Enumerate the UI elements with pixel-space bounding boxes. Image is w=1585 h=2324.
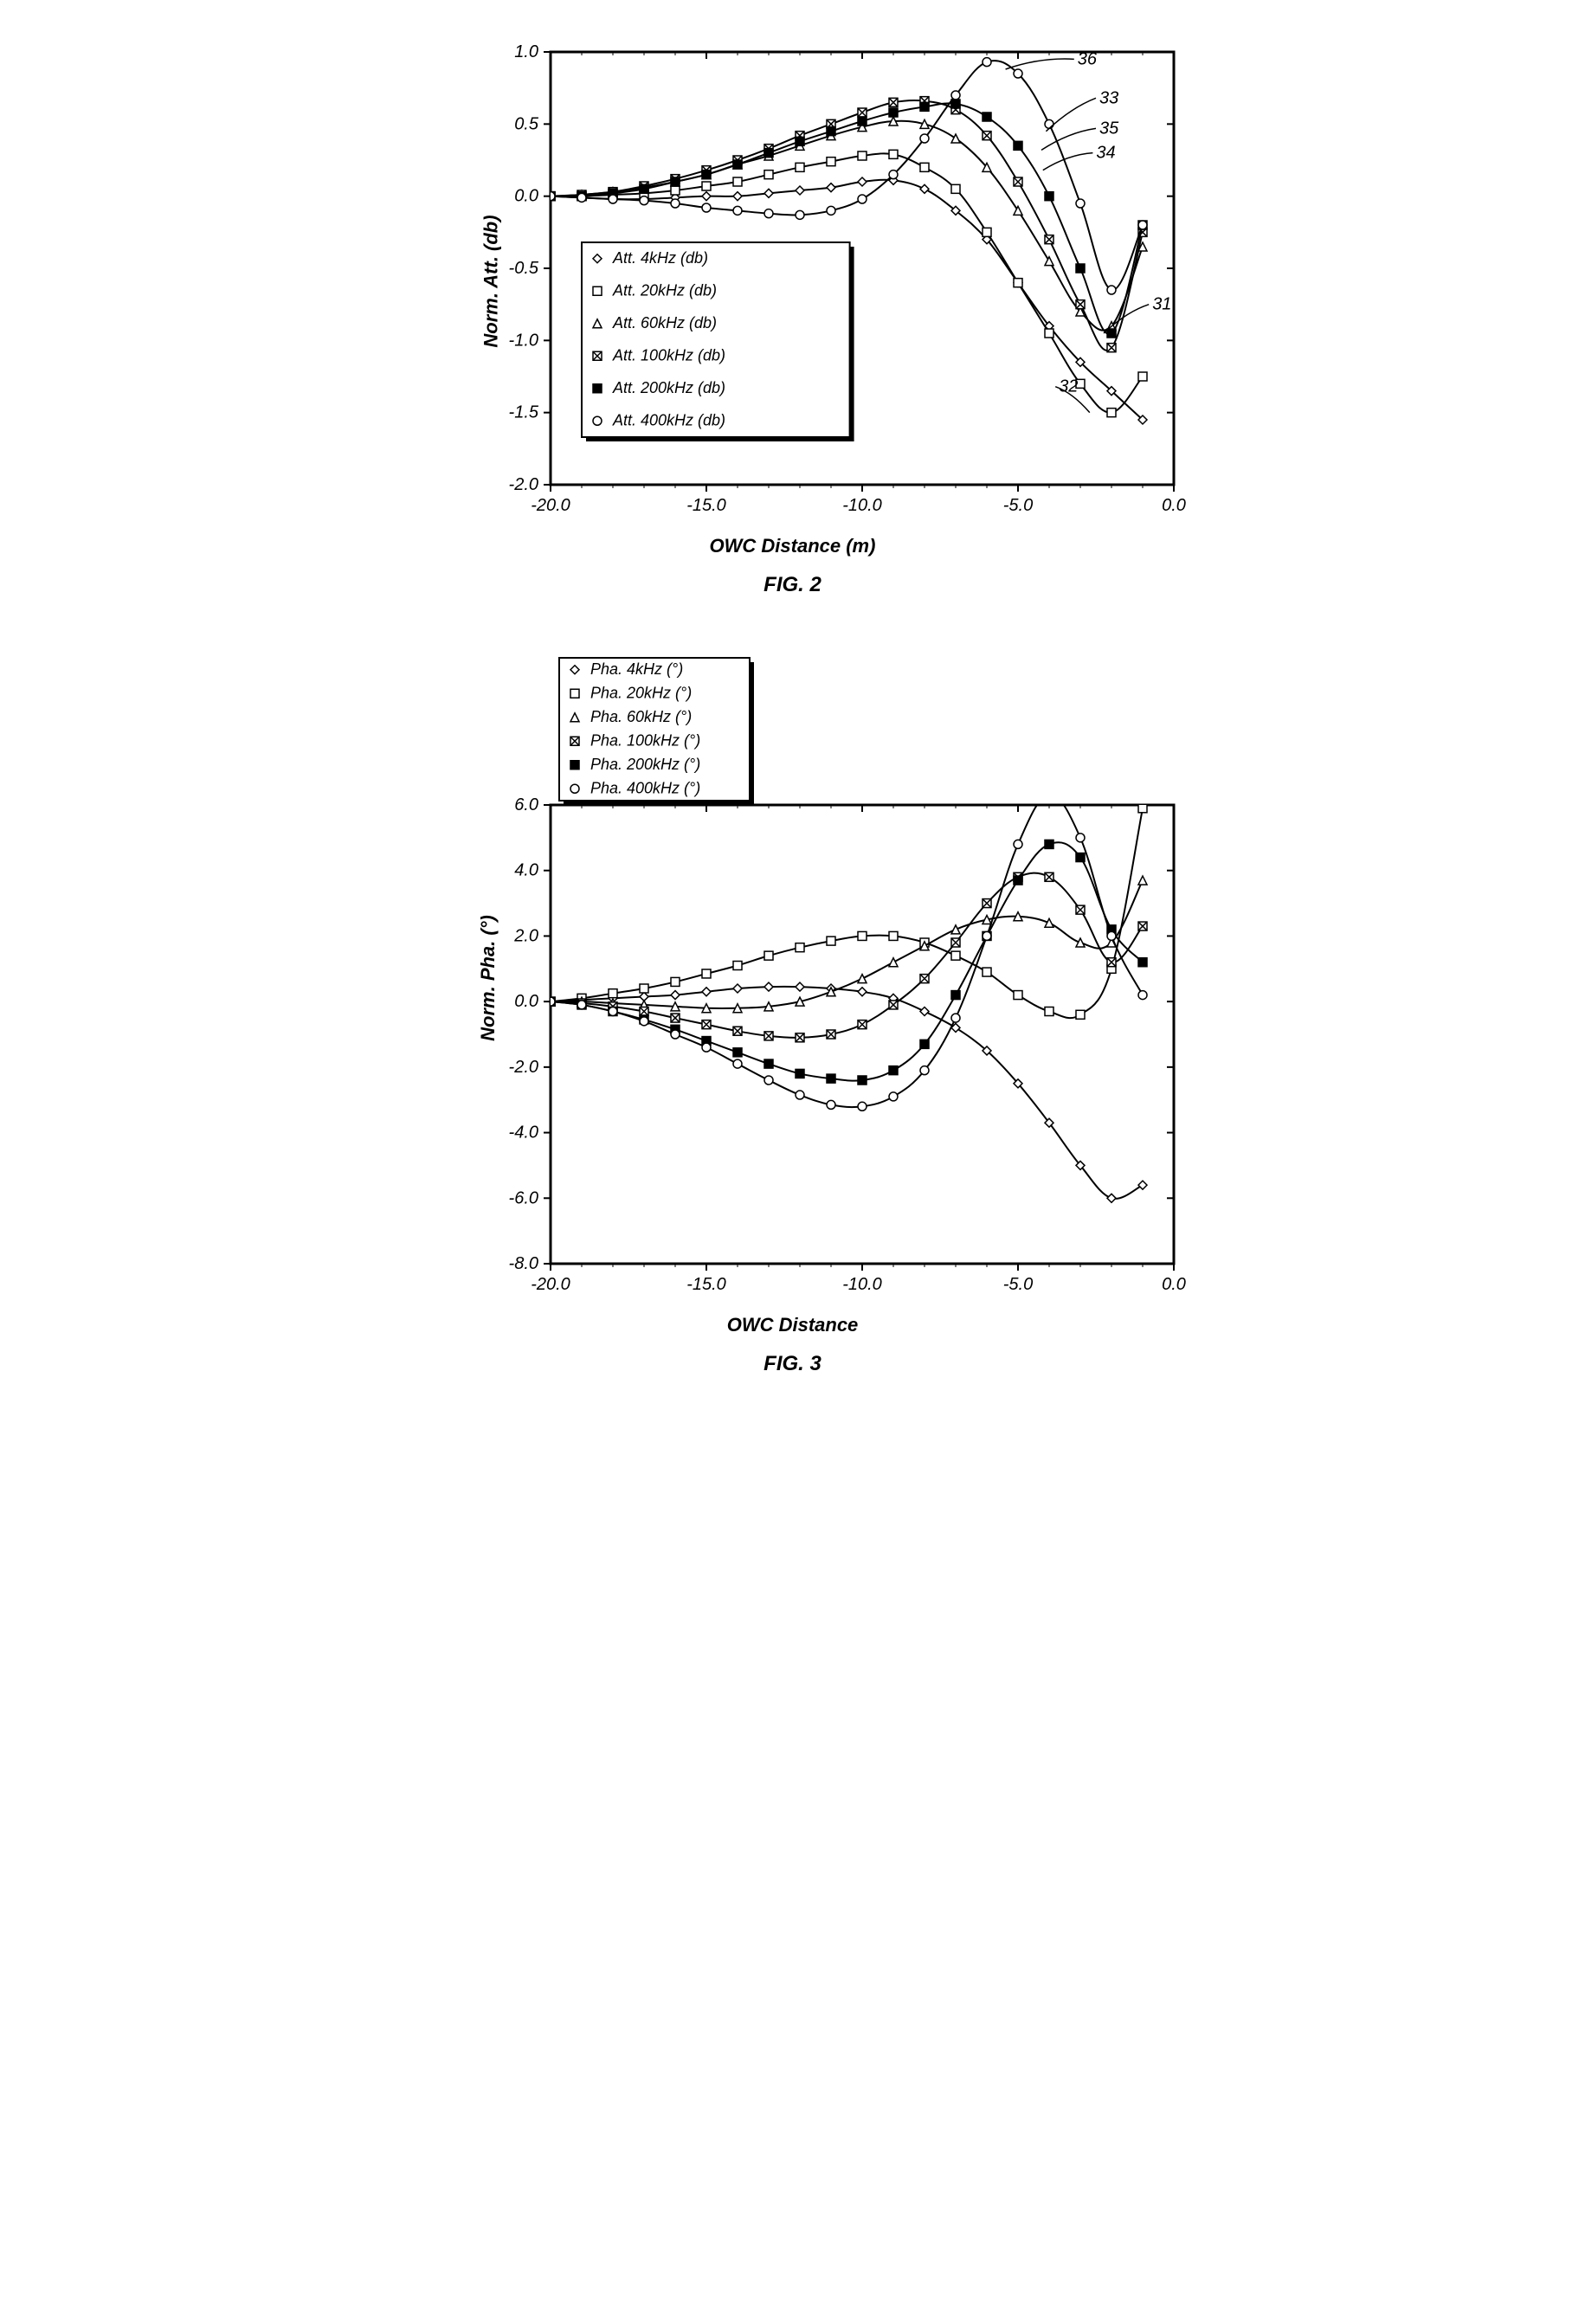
svg-text:Pha. 60kHz (°): Pha. 60kHz (°) — [590, 708, 692, 725]
svg-text:0.0: 0.0 — [1162, 1275, 1186, 1294]
fig3-svg: -20.0 -15.0 -10.0 -5.0 0.0 -8.0 -6.0 -4.0 -2.0 0.… — [490, 649, 1191, 1307]
fig2-caption: FIG. 2 — [403, 573, 1182, 597]
svg-text:-10.0: -10.0 — [842, 1275, 882, 1294]
svg-text:0.0: 0.0 — [1162, 496, 1186, 515]
svg-text:Pha. 20kHz (°): Pha. 20kHz (°) — [590, 684, 692, 701]
svg-text:33: 33 — [1099, 88, 1118, 107]
fig2-chart-wrap: Norm. Att. (db) -20.0-15.0-10.0-5.00.0-2… — [490, 35, 1182, 528]
svg-text:-5.0: -5.0 — [1002, 1275, 1032, 1294]
svg-text:34: 34 — [1096, 144, 1115, 163]
svg-text:-10.0: -10.0 — [842, 496, 882, 515]
svg-text:Att. 4kHz (db): Att. 4kHz (db) — [612, 249, 708, 267]
svg-text:-20.0: -20.0 — [531, 1275, 570, 1294]
svg-text:31: 31 — [1152, 295, 1171, 314]
fig3-xlabel: OWC Distance — [403, 1314, 1182, 1336]
svg-text:32: 32 — [1059, 377, 1078, 396]
svg-text:Pha. 400kHz (°): Pha. 400kHz (°) — [590, 779, 700, 796]
fig3-caption: FIG. 3 — [403, 1352, 1182, 1376]
svg-text:0.5: 0.5 — [514, 114, 539, 133]
svg-text:-1.5: -1.5 — [508, 403, 538, 422]
svg-text:-15.0: -15.0 — [686, 496, 726, 515]
svg-text:0.0: 0.0 — [514, 187, 538, 206]
svg-text:1.0: 1.0 — [514, 42, 538, 61]
fig2-svg: -20.0 -15.0 -10.0 -5.0 0.0 -2.0 -1.5 -1.0 -0.5 0.… — [490, 35, 1191, 528]
svg-text:Pha. 200kHz (°): Pha. 200kHz (°) — [590, 756, 700, 773]
svg-text:0.0: 0.0 — [514, 992, 538, 1011]
svg-text:Pha. 100kHz (°): Pha. 100kHz (°) — [590, 731, 700, 749]
svg-text:-15.0: -15.0 — [686, 1275, 726, 1294]
svg-text:-8.0: -8.0 — [508, 1254, 538, 1273]
svg-text:Att. 400kHz (db): Att. 400kHz (db) — [612, 411, 725, 428]
svg-text:Att. 60kHz (db): Att. 60kHz (db) — [612, 314, 717, 332]
fig2-xlabel: OWC Distance (m) — [403, 535, 1182, 557]
fig3-chart-wrap: Norm. Pha. (°) -20.0-15.0-10.0-5.00.0-8.… — [490, 649, 1182, 1307]
svg-text:35: 35 — [1099, 119, 1119, 138]
svg-text:4.0: 4.0 — [514, 861, 538, 880]
svg-text:-20.0: -20.0 — [531, 496, 570, 515]
svg-text:Att. 100kHz (db): Att. 100kHz (db) — [612, 346, 725, 364]
svg-text:2.0: 2.0 — [513, 926, 538, 945]
fig2-ylabel: Norm. Att. (db) — [480, 215, 502, 347]
figure-2: Norm. Att. (db) -20.0 -15.0 -10.0 -5.0 0.0 -2… — [403, 35, 1182, 597]
svg-text:-1.0: -1.0 — [508, 331, 538, 350]
svg-text:36: 36 — [1077, 49, 1097, 68]
svg-text:-4.0: -4.0 — [508, 1123, 538, 1143]
svg-text:Att. 200kHz (db): Att. 200kHz (db) — [612, 379, 725, 396]
svg-text:-5.0: -5.0 — [1002, 496, 1032, 515]
svg-text:-2.0: -2.0 — [508, 1058, 538, 1077]
svg-text:Pha. 4kHz (°): Pha. 4kHz (°) — [590, 660, 683, 678]
svg-text:6.0: 6.0 — [514, 795, 538, 814]
fig3-ylabel: Norm. Pha. (°) — [476, 915, 499, 1041]
svg-text:Att. 20kHz (db): Att. 20kHz (db) — [612, 281, 717, 299]
svg-text:-2.0: -2.0 — [508, 475, 538, 494]
figure-3: Norm. Pha. (°) -20.0 -15.0 -10.0 -5.0 0.0 -8.… — [403, 649, 1182, 1376]
svg-text:-0.5: -0.5 — [508, 259, 538, 278]
svg-text:-6.0: -6.0 — [508, 1188, 538, 1207]
